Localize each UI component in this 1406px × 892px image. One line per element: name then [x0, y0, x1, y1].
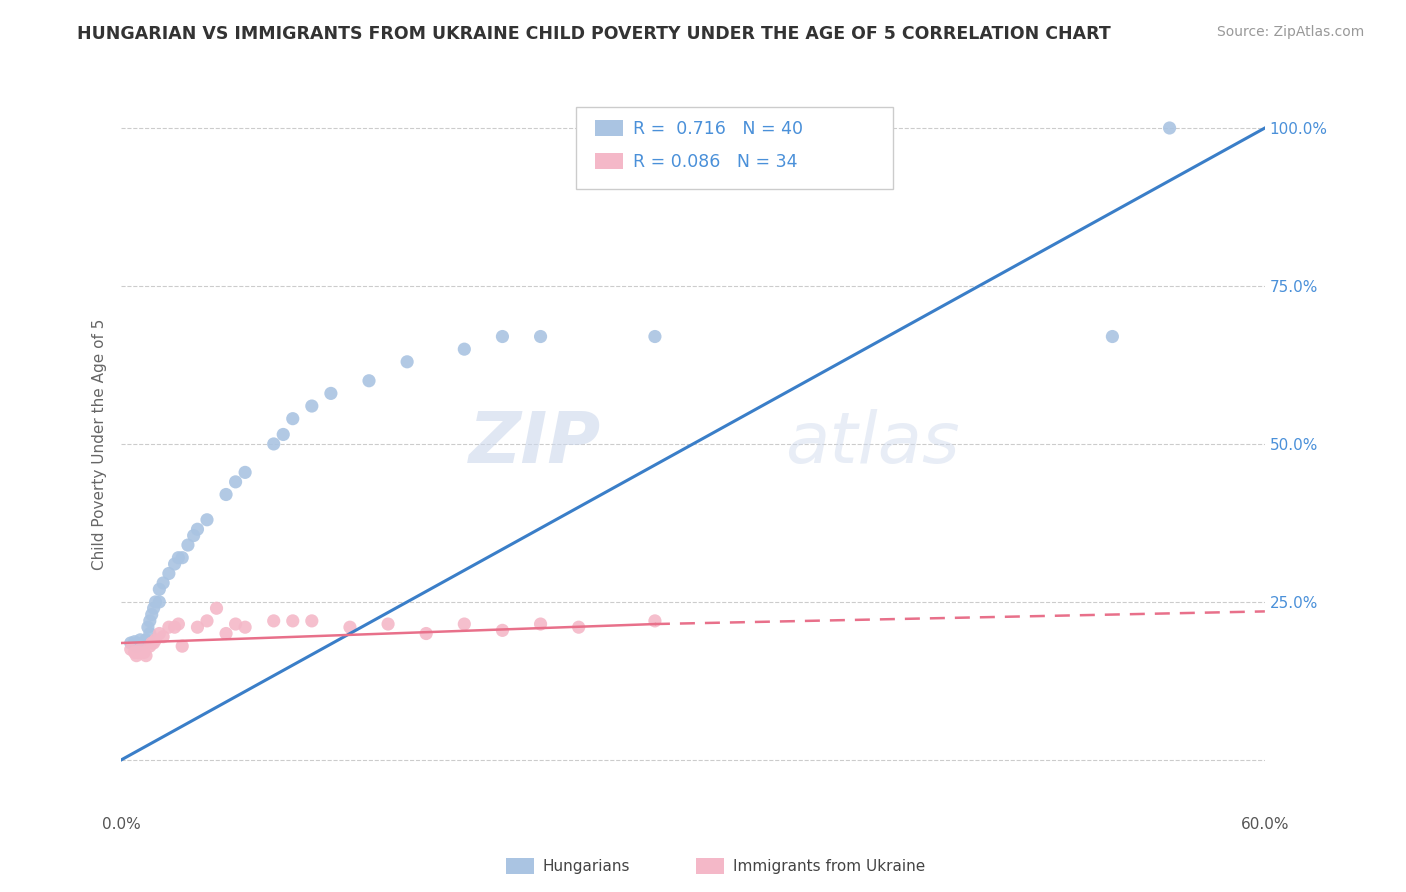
- Point: [1101, 329, 1123, 343]
- Point: [142, 636, 165, 650]
- Point: [129, 642, 152, 657]
- Point: [145, 595, 167, 609]
- Point: [491, 329, 513, 343]
- Point: [177, 538, 200, 552]
- Point: [529, 329, 551, 343]
- Point: [568, 620, 591, 634]
- Point: [163, 620, 186, 634]
- Point: [163, 557, 186, 571]
- Point: [157, 566, 180, 581]
- Text: R = 0.086   N = 34: R = 0.086 N = 34: [633, 153, 797, 171]
- Text: atlas: atlas: [785, 409, 959, 478]
- Y-axis label: Child Poverty Under the Age of 5: Child Poverty Under the Age of 5: [93, 318, 107, 570]
- Point: [186, 620, 208, 634]
- Point: [124, 645, 146, 659]
- Point: [529, 617, 551, 632]
- Point: [644, 614, 666, 628]
- Point: [301, 399, 323, 413]
- Point: [319, 386, 342, 401]
- Point: [142, 601, 165, 615]
- Point: [195, 614, 218, 628]
- Point: [263, 437, 285, 451]
- Text: ZIP: ZIP: [470, 409, 602, 478]
- Point: [281, 411, 304, 425]
- Point: [129, 632, 152, 647]
- Point: [136, 620, 159, 634]
- Point: [186, 522, 208, 536]
- Point: [377, 617, 399, 632]
- Point: [415, 626, 437, 640]
- Point: [139, 639, 162, 653]
- Text: Immigrants from Ukraine: Immigrants from Ukraine: [733, 859, 925, 873]
- Point: [339, 620, 361, 634]
- Point: [357, 374, 380, 388]
- Point: [215, 487, 238, 501]
- Point: [125, 648, 148, 663]
- Point: [301, 614, 323, 628]
- Point: [145, 632, 167, 647]
- Point: [141, 607, 163, 622]
- Point: [233, 466, 256, 480]
- Text: Source: ZipAtlas.com: Source: ZipAtlas.com: [1216, 25, 1364, 39]
- Point: [127, 645, 149, 659]
- Point: [139, 614, 162, 628]
- Point: [183, 528, 205, 542]
- Point: [135, 632, 157, 647]
- Point: [263, 614, 285, 628]
- Point: [195, 513, 218, 527]
- Point: [233, 620, 256, 634]
- Point: [125, 639, 148, 653]
- Point: [141, 636, 163, 650]
- Point: [205, 601, 228, 615]
- Point: [225, 475, 247, 489]
- Point: [152, 630, 174, 644]
- Point: [127, 637, 149, 651]
- Point: [271, 427, 294, 442]
- Point: [172, 550, 194, 565]
- Point: [148, 582, 170, 597]
- Point: [152, 576, 174, 591]
- Point: [225, 617, 247, 632]
- Point: [148, 626, 170, 640]
- Point: [644, 329, 666, 343]
- Point: [139, 626, 162, 640]
- Text: HUNGARIAN VS IMMIGRANTS FROM UKRAINE CHILD POVERTY UNDER THE AGE OF 5 CORRELATIO: HUNGARIAN VS IMMIGRANTS FROM UKRAINE CHI…: [77, 25, 1111, 43]
- Text: R =  0.716   N = 40: R = 0.716 N = 40: [633, 120, 803, 138]
- Point: [491, 624, 513, 638]
- Point: [167, 550, 190, 565]
- Point: [120, 642, 142, 657]
- Point: [120, 636, 142, 650]
- Point: [453, 342, 475, 356]
- Point: [453, 617, 475, 632]
- Text: Hungarians: Hungarians: [543, 859, 630, 873]
- Point: [135, 648, 157, 663]
- Point: [281, 614, 304, 628]
- Point: [157, 620, 180, 634]
- Point: [132, 636, 155, 650]
- Point: [396, 355, 419, 369]
- Point: [172, 639, 194, 653]
- Point: [124, 634, 146, 648]
- Point: [132, 645, 155, 659]
- Point: [1159, 120, 1181, 135]
- Point: [167, 617, 190, 632]
- Point: [148, 595, 170, 609]
- Point: [215, 626, 238, 640]
